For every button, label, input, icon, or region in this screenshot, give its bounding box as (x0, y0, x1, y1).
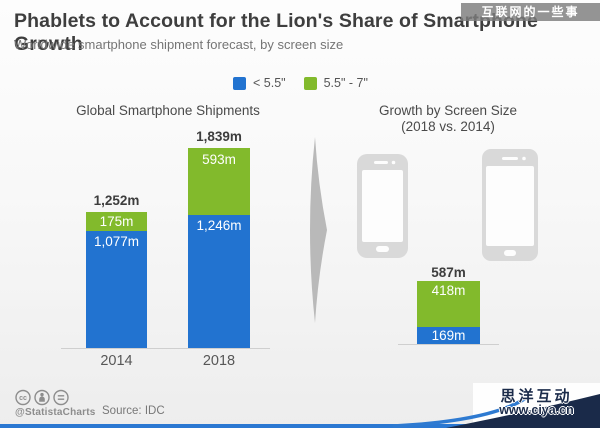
right-chart-title-line2: (2018 vs. 2014) (401, 118, 495, 134)
left-chart-title: Global Smartphone Shipments (76, 103, 260, 118)
stacked-bar-2014: 175m 1,077m (86, 212, 147, 348)
x-tick-2014: 2014 (100, 353, 133, 369)
watermark-url: www.ciya.cn (499, 403, 574, 417)
watermark-top-right: 互联网的一些事 (461, 3, 600, 21)
x-tick-2018: 2018 (202, 353, 236, 369)
no-derivatives-icon (53, 389, 69, 406)
right-chart-title: Growth by Screen Size (2018 vs. 2014) (368, 103, 528, 134)
stacked-bar-2018: 593m 1,246m (188, 148, 250, 348)
cc-icon: cc (15, 389, 31, 406)
right-chart-axis-line (398, 344, 499, 345)
left-chart-axis-line (61, 348, 270, 349)
large-phone-icon (482, 149, 538, 261)
bar-segment-2018-small: 1,246m (188, 215, 250, 348)
stacked-bar-growth: 418m 169m (417, 281, 480, 344)
total-label-growth: 587m (431, 265, 466, 280)
watermark-swoosh-graphic (392, 394, 600, 428)
bar-segment-2014-small: 1,077m (86, 230, 147, 348)
legend-item-phablet: 5.5" - 7" (303, 76, 368, 90)
source-credit: Source: IDC (102, 405, 165, 417)
right-chart-title-line1: Growth by Screen Size (378, 103, 518, 118)
legend-swatch-green (303, 76, 317, 90)
legend-swatch-blue (233, 76, 246, 90)
legend: < 5.5" 5.5" - 7" (233, 76, 368, 90)
bar-segment-growth-small: 169m (417, 326, 480, 344)
watermark-bottom-right: 思洋互动 www.ciya.cn (388, 383, 600, 428)
bar-segment-2018-phablet: 593m (188, 148, 250, 216)
total-label-2018: 1,839m (196, 129, 242, 144)
svg-text:cc: cc (19, 395, 27, 402)
license-icons: cc (15, 389, 69, 406)
legend-item-small-screen: < 5.5" (233, 76, 286, 90)
page-title: Phablets to Account for the Lion's Share… (14, 10, 538, 55)
divider-arrow-icon (310, 137, 327, 323)
legend-label: < 5.5" (253, 76, 286, 90)
bar-segment-growth-phablet: 418m (417, 281, 480, 327)
page-subtitle: Worldwide smartphone shipment forecast, … (14, 37, 344, 52)
statista-handle: @StatistaCharts (15, 407, 96, 418)
watermark-company-name: 思洋互动 (500, 388, 573, 405)
bar-segment-2014-phablet: 175m (86, 212, 147, 231)
bottom-accent-bar (0, 424, 600, 428)
legend-label: 5.5" - 7" (323, 76, 368, 90)
total-label-2014: 1,252m (93, 193, 140, 208)
small-phone-icon (357, 154, 408, 258)
attribution-icon (34, 389, 50, 406)
